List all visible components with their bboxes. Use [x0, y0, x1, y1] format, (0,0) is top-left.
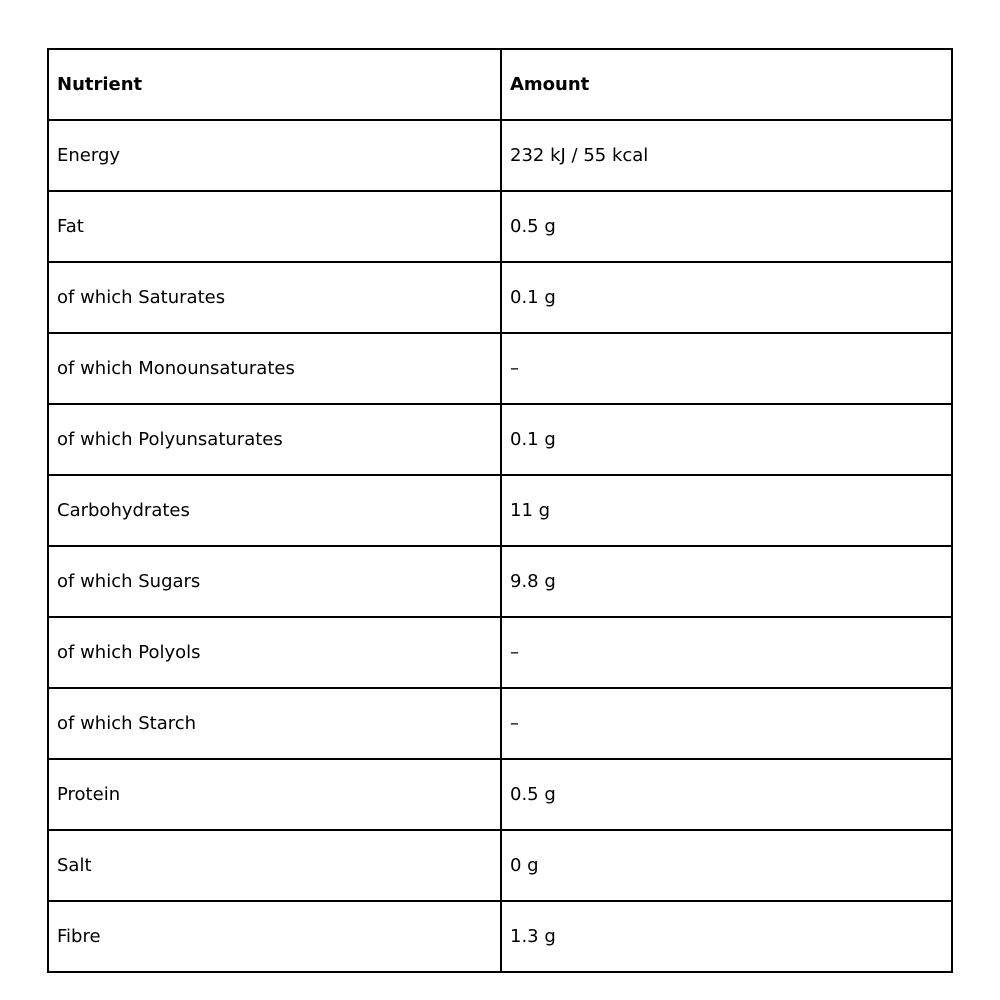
amount-cell: 11 g: [500, 474, 953, 547]
nutrient-cell: of which Polyols: [47, 616, 502, 689]
table-row: of which Starch –: [47, 687, 953, 760]
nutrient-cell: of which Sugars: [47, 545, 502, 618]
nutrient-cell: of which Polyunsaturates: [47, 403, 502, 476]
amount-cell: 9.8 g: [500, 545, 953, 618]
table-row: Salt 0 g: [47, 829, 953, 902]
nutrient-cell: of which Starch: [47, 687, 502, 760]
table-row: of which Monounsaturates –: [47, 332, 953, 405]
nutrient-cell: Protein: [47, 758, 502, 831]
amount-cell: 1.3 g: [500, 900, 953, 973]
header-amount: Amount: [500, 48, 953, 121]
table-row: Carbohydrates 11 g: [47, 474, 953, 547]
nutrient-cell: of which Monounsaturates: [47, 332, 502, 405]
header-nutrient: Nutrient: [47, 48, 502, 121]
nutrient-cell: Energy: [47, 119, 502, 192]
table-row: Energy 232 kJ / 55 kcal: [47, 119, 953, 192]
table-row: of which Polyols –: [47, 616, 953, 689]
amount-cell: 0.1 g: [500, 403, 953, 476]
table-row: Protein 0.5 g: [47, 758, 953, 831]
table-row: Fibre 1.3 g: [47, 900, 953, 973]
nutrient-cell: Carbohydrates: [47, 474, 502, 547]
nutrient-cell: Fibre: [47, 900, 502, 973]
amount-cell: 0.5 g: [500, 758, 953, 831]
table-row: of which Polyunsaturates 0.1 g: [47, 403, 953, 476]
amount-cell: –: [500, 687, 953, 760]
nutrient-cell: Fat: [47, 190, 502, 263]
table-row: of which Saturates 0.1 g: [47, 261, 953, 334]
nutrient-cell: of which Saturates: [47, 261, 502, 334]
amount-cell: –: [500, 332, 953, 405]
nutrition-table: Nutrient Amount Energy 232 kJ / 55 kcal Fa…: [47, 48, 953, 973]
table-header-row: Nutrient Amount: [47, 48, 953, 121]
amount-cell: 0.5 g: [500, 190, 953, 263]
amount-cell: 0 g: [500, 829, 953, 902]
amount-cell: –: [500, 616, 953, 689]
amount-cell: 232 kJ / 55 kcal: [500, 119, 953, 192]
nutrient-cell: Salt: [47, 829, 502, 902]
table-row: of which Sugars 9.8 g: [47, 545, 953, 618]
amount-cell: 0.1 g: [500, 261, 953, 334]
table-row: Fat 0.5 g: [47, 190, 953, 263]
